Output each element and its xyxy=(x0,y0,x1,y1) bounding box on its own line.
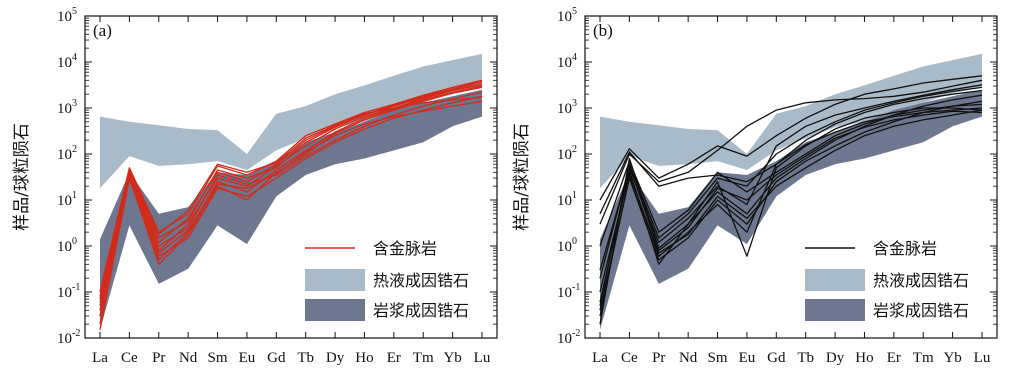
y-tick-label: 103 xyxy=(57,98,77,117)
y-tick-label: 10-1 xyxy=(57,282,80,301)
sample-line-10 xyxy=(99,100,483,317)
sample-line-2 xyxy=(599,75,983,201)
magmatic-zircon-band xyxy=(600,89,982,330)
y-tick-label: 105 xyxy=(557,6,577,25)
x-tick-label-gd: Gd xyxy=(767,350,786,366)
x-tick-label-eu: Eu xyxy=(739,350,756,366)
x-tick-label-nd: Nd xyxy=(679,350,698,366)
x-tick-label-tm: Tm xyxy=(913,350,934,366)
y-tick-label: 102 xyxy=(57,144,77,163)
x-tick-label-lu: Lu xyxy=(974,350,991,366)
x-tick-label-gd: Gd xyxy=(267,350,286,366)
y-tick-label: 10-1 xyxy=(557,282,580,301)
legend-label: 含金脉岩 xyxy=(373,239,437,258)
x-tick-label-ho: Ho xyxy=(855,350,873,366)
y-tick-label: 100 xyxy=(57,236,77,255)
y-tick-label: 100 xyxy=(557,236,577,255)
sample-line-6 xyxy=(99,80,483,300)
x-tick-label-nd: Nd xyxy=(179,350,198,366)
sample-line-9 xyxy=(99,96,483,297)
sample-line-9 xyxy=(599,107,983,303)
y-axis-title: 样品/球粒陨石 xyxy=(12,123,32,231)
x-tick-label-sm: Sm xyxy=(708,350,728,366)
legend-label: 含金脉岩 xyxy=(873,239,937,258)
x-tick-label-dy: Dy xyxy=(826,350,845,366)
sample-line-8 xyxy=(599,103,983,247)
plot-frame xyxy=(84,15,498,339)
legend-band-swatch xyxy=(805,299,865,321)
y-tick-label: 101 xyxy=(557,190,577,209)
x-tick-label-tm: Tm xyxy=(413,350,434,366)
sample-line-3 xyxy=(99,85,483,317)
x-tick-label-pr: Pr xyxy=(652,350,665,366)
plot-frame xyxy=(584,15,998,339)
sample-line-3 xyxy=(599,79,983,225)
sample-line-1 xyxy=(599,94,983,325)
x-tick-label-er: Er xyxy=(387,350,401,366)
hydrothermal-zircon-band xyxy=(100,53,482,189)
chart-panel-2: 10-2 10-1 100 101 102 103 104 105 La Ce Pr Nd Sm Eu Gd… xyxy=(512,6,998,366)
sample-line-5 xyxy=(599,89,983,293)
sample-line-12 xyxy=(599,109,983,317)
x-tick-label-la: La xyxy=(92,350,108,366)
y-tick-label: 104 xyxy=(557,52,577,71)
x-tick-label-yb: Yb xyxy=(943,350,961,366)
panel-label: (b) xyxy=(593,21,613,40)
legend-band-swatch xyxy=(305,269,365,291)
sample-line-7 xyxy=(599,100,983,311)
y-tick-label: 104 xyxy=(57,52,77,71)
x-tick-label-tb: Tb xyxy=(297,350,314,366)
sample-line-11 xyxy=(599,110,983,279)
sample-line-10 xyxy=(599,107,983,215)
legend-label: 岩浆成因锆石 xyxy=(373,301,469,320)
x-tick-label-sm: Sm xyxy=(208,350,228,366)
sample-line-7 xyxy=(99,91,483,306)
sample-line-4 xyxy=(599,86,983,306)
x-tick-label-tb: Tb xyxy=(797,350,814,366)
x-tick-label-ce: Ce xyxy=(621,350,638,366)
legend-label: 岩浆成因锆石 xyxy=(873,301,969,320)
sample-line-6 xyxy=(599,84,983,271)
x-tick-label-dy: Dy xyxy=(326,350,345,366)
y-tick-label: 10-2 xyxy=(57,328,80,347)
x-tick-label-eu: Eu xyxy=(239,350,256,366)
legend-band-swatch xyxy=(805,269,865,291)
sample-line-1 xyxy=(99,82,483,303)
y-tick-label: 101 xyxy=(57,190,77,209)
x-tick-label-er: Er xyxy=(887,350,901,366)
y-tick-label: 102 xyxy=(557,144,577,163)
legend-label: 热液成因锆石 xyxy=(873,271,969,290)
x-tick-label-pr: Pr xyxy=(152,350,165,366)
hydrothermal-zircon-band xyxy=(600,53,982,189)
panel-label: (a) xyxy=(93,21,112,40)
chart-panel-1: 10-2 10-1 100 101 102 103 104 105 La Ce Pr Nd Sm Eu Gd… xyxy=(12,6,498,366)
sample-line-5 xyxy=(99,79,483,293)
x-tick-label-la: La xyxy=(592,350,608,366)
y-axis-title: 样品/球粒陨石 xyxy=(512,123,532,231)
y-tick-label: 10-2 xyxy=(557,328,580,347)
y-tick-label: 105 xyxy=(57,6,77,25)
x-tick-label-ho: Ho xyxy=(355,350,373,366)
magmatic-zircon-band xyxy=(100,89,482,330)
x-tick-label-lu: Lu xyxy=(474,350,491,366)
y-tick-label: 103 xyxy=(557,98,577,117)
legend-band-swatch xyxy=(305,299,365,321)
legend-label: 热液成因锆石 xyxy=(373,271,469,290)
x-tick-label-yb: Yb xyxy=(443,350,461,366)
x-tick-label-ce: Ce xyxy=(121,350,138,366)
